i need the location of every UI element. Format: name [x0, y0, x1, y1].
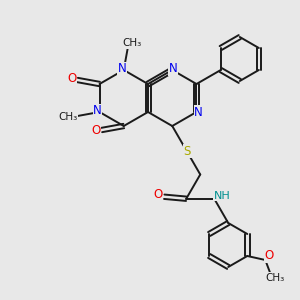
Text: N: N [169, 62, 178, 76]
Text: N: N [117, 62, 126, 76]
Text: CH₃: CH₃ [122, 38, 141, 48]
Text: O: O [91, 124, 101, 137]
Text: CH₃: CH₃ [266, 273, 285, 283]
Text: N: N [194, 106, 203, 118]
Text: NH: NH [214, 191, 231, 201]
Text: S: S [184, 145, 191, 158]
Text: O: O [154, 188, 163, 201]
Text: O: O [265, 250, 274, 262]
Text: O: O [67, 71, 76, 85]
Text: CH₃: CH₃ [58, 112, 77, 122]
Text: N: N [93, 104, 102, 118]
